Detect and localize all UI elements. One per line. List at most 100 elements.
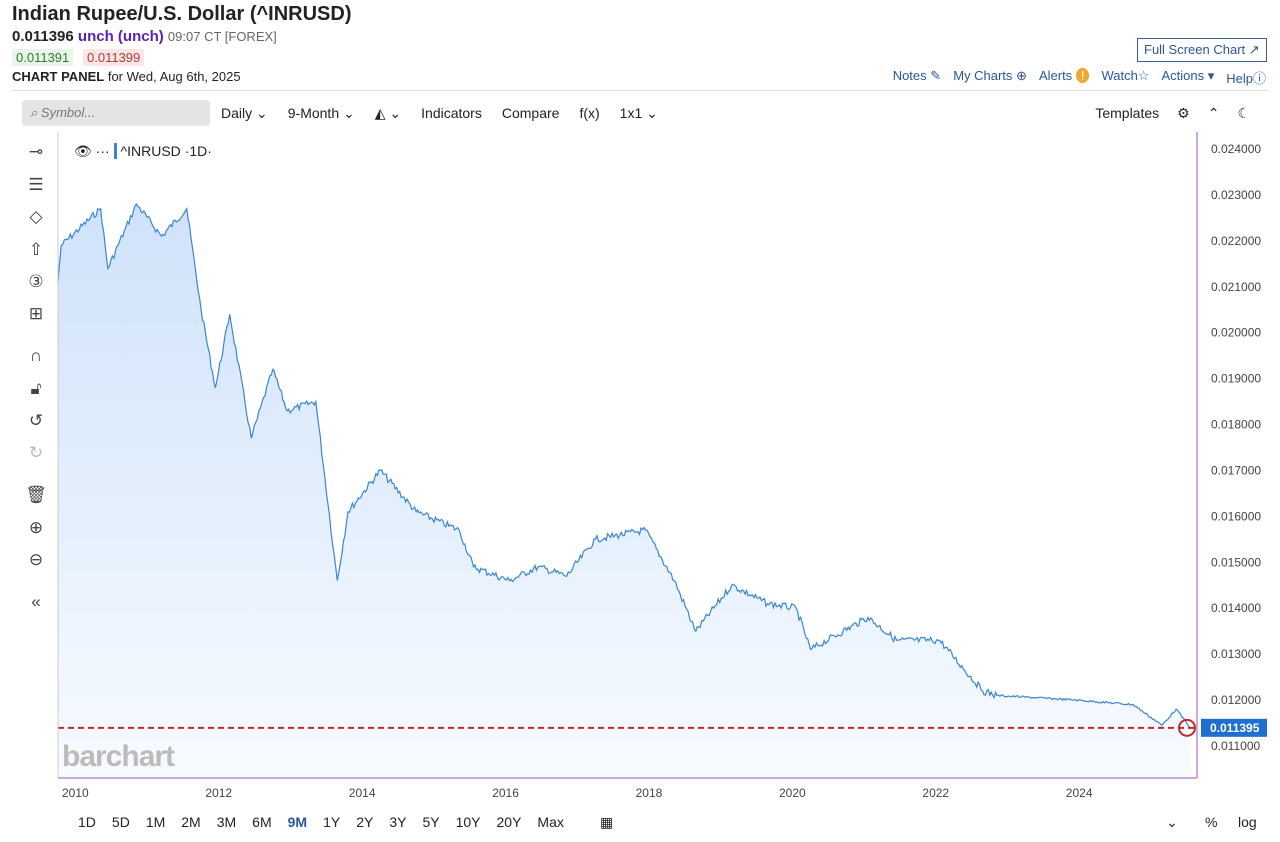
barchart-watermark: barchart — [62, 740, 175, 773]
percent-toggle[interactable]: % — [1205, 814, 1218, 830]
range-1d[interactable]: 1D — [78, 814, 96, 830]
lock-icon[interactable]: 🔓︎ — [30, 379, 42, 398]
x-tick-label: 2012 — [205, 786, 232, 800]
my-charts-link[interactable]: My Charts ⊕ — [953, 68, 1027, 83]
symbol-search-input[interactable]: ⌕ Symbol... — [22, 100, 210, 126]
bid-price: 0.011391 — [12, 49, 74, 66]
ask-price: 0.011399 — [83, 49, 145, 66]
trash-icon[interactable]: 🗑︎ — [25, 485, 47, 504]
zoom-in-icon[interactable]: ⊕ — [28, 518, 44, 537]
actions-menu[interactable]: Actions ▾ — [1161, 68, 1215, 83]
compare-button[interactable]: Compare — [501, 105, 560, 121]
last-price-label: 0.011395 — [1210, 721, 1260, 735]
moon-icon[interactable]: ☾ — [1237, 105, 1250, 121]
range-6m[interactable]: 6M — [252, 814, 272, 830]
range-max[interactable]: Max — [537, 814, 564, 830]
change: unch (unch) — [77, 28, 164, 45]
area-chart-icon: ◭ — [374, 105, 386, 121]
x-tick-label: 2014 — [349, 786, 376, 800]
quote-line: 0.011396 unch (unch) 09:07 CT [FOREX] — [12, 28, 277, 45]
eye-icon[interactable]: 👁︎ — [74, 143, 92, 159]
alert-icon: ! — [1075, 68, 1090, 83]
last-price-badge — [1201, 718, 1267, 737]
collapse-icon[interactable]: ⌃ — [1207, 105, 1220, 121]
arrow-up-icon[interactable]: ⇧ — [28, 240, 44, 259]
log-toggle[interactable]: log — [1238, 814, 1257, 830]
area-fill — [58, 204, 1191, 779]
price-chart[interactable]: 0.024000 0.023000 0.022000 0.021000 0.020000… — [0, 130, 1280, 810]
help-link[interactable]: Helpⓘ — [1226, 71, 1266, 86]
range-selector: 1D 5D 1M 2M 3M 6M 9M 1Y 2Y 3Y 5Y 10Y 20Y Max — [78, 814, 564, 830]
edit-icon: ✎ — [930, 68, 942, 83]
y-tick-label: 0.011000 — [1211, 739, 1260, 753]
measure-tool-icon[interactable]: ⊞ — [28, 304, 44, 323]
list-tool-icon[interactable]: ☰ — [28, 175, 44, 194]
panel-date: for Wed, Aug 6th, 2025 — [107, 69, 241, 84]
number-tool-icon[interactable]: ③ — [28, 272, 44, 291]
range-9m[interactable]: 9M — [287, 814, 308, 830]
range-5d[interactable]: 5D — [111, 814, 130, 830]
y-tick-label: 0.016000 — [1211, 509, 1261, 523]
line-tool-icon[interactable]: ⊸ — [28, 142, 44, 161]
layout-select[interactable]: 1x1 ⌄ — [619, 105, 658, 121]
panel-label: CHART PANEL — [12, 69, 105, 84]
chart-type-select[interactable]: ◭ ⌄ — [374, 105, 402, 121]
interval-select[interactable]: Daily ⌄ — [221, 105, 268, 121]
chart-toolbar: Daily ⌄ 9-Month ⌄ ◭ ⌄ Indicators Compare… — [221, 105, 658, 122]
notes-link[interactable]: Notes ✎ — [892, 68, 942, 83]
legend-symbol: ^INRUSD — [113, 143, 181, 159]
expand-down-icon[interactable]: ⌄ — [1166, 814, 1178, 830]
y-tick-label: 0.014000 — [1211, 601, 1261, 615]
range-5y[interactable]: 5Y — [422, 814, 440, 830]
function-button[interactable]: f(x) — [579, 105, 600, 121]
range-10y[interactable]: 10Y — [455, 814, 481, 830]
calendar-icon[interactable]: ▦ — [600, 814, 614, 830]
range-1m[interactable]: 1M — [145, 814, 166, 830]
chart-panel-label: CHART PANEL for Wed, Aug 6th, 2025 — [12, 69, 241, 84]
range-20y[interactable]: 20Y — [496, 814, 522, 830]
action-links: Notes ✎ My Charts ⊕ Alerts ! Watch☆ Acti… — [893, 68, 1266, 87]
magnet-icon[interactable]: ∩ — [29, 346, 43, 365]
watch-link[interactable]: Watch☆ — [1101, 68, 1150, 83]
help-icon: ⓘ — [1252, 71, 1266, 86]
y-tick-label: 0.015000 — [1211, 555, 1261, 569]
range-2y[interactable]: 2Y — [356, 814, 374, 830]
star-icon: ☆ — [1137, 68, 1150, 83]
y-tick-label: 0.021000 — [1211, 280, 1261, 294]
period-select[interactable]: 9-Month ⌄ — [287, 105, 355, 121]
y-tick-label: 0.022000 — [1211, 234, 1261, 248]
y-tick-label: 0.012000 — [1211, 693, 1261, 707]
quote-time: 09:07 CT [FOREX] — [167, 29, 277, 44]
redo-icon[interactable]: ↻ — [28, 443, 44, 462]
undo-icon[interactable]: ↺ — [28, 411, 44, 430]
last-price-marker — [1178, 718, 1196, 737]
collapse-sidebar-icon[interactable]: « — [31, 592, 41, 611]
search-icon: ⌕ — [30, 105, 38, 120]
chart-toolbar-right: Templates ⚙ ⌃ ☾ — [1095, 105, 1250, 122]
templates-button[interactable]: Templates — [1095, 105, 1160, 121]
shape-tool-icon[interactable]: ◇ — [29, 207, 43, 226]
last-price: 0.011396 — [12, 28, 74, 45]
plus-circle-icon: ⊕ — [1016, 68, 1027, 83]
y-tick-label: 0.013000 — [1211, 647, 1261, 661]
y-tick-label: 0.018000 — [1211, 418, 1261, 432]
y-tick-label: 0.019000 — [1211, 372, 1261, 386]
range-3y[interactable]: 3Y — [389, 814, 407, 830]
x-tick-label: 2010 — [62, 786, 89, 800]
full-screen-chart-button[interactable]: Full Screen Chart ↗ — [1137, 38, 1267, 62]
range-3m[interactable]: 3M — [216, 814, 237, 830]
divider — [12, 90, 1268, 91]
legend-interval: ·1D· — [184, 143, 212, 159]
range-1y[interactable]: 1Y — [323, 814, 341, 830]
x-tick-label: 2018 — [636, 786, 663, 800]
page-title: Indian Rupee/U.S. Dollar (^INRUSD) — [12, 3, 352, 25]
indicators-button[interactable]: Indicators — [421, 105, 482, 121]
x-tick-label: 2022 — [922, 786, 949, 800]
gear-icon[interactable]: ⚙ — [1177, 105, 1190, 121]
y-tick-label: 0.023000 — [1211, 188, 1261, 202]
y-tick-label: 0.017000 — [1211, 463, 1261, 477]
x-tick-label: 2016 — [492, 786, 519, 800]
alerts-link[interactable]: Alerts ! — [1039, 68, 1090, 87]
zoom-out-icon[interactable]: ⊖ — [28, 550, 44, 569]
range-2m[interactable]: 2M — [181, 814, 201, 830]
